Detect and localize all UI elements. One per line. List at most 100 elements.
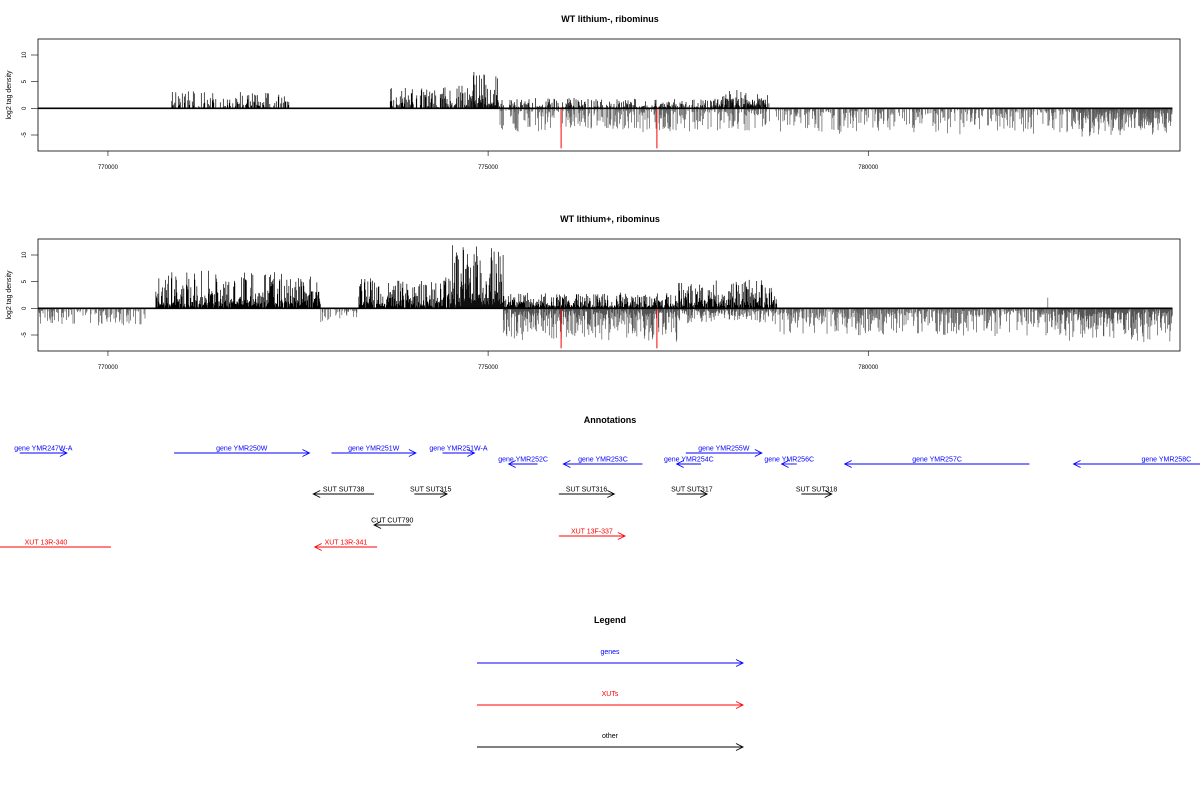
annotation-feature: SUT SUT318 bbox=[796, 487, 838, 498]
annotations-title: Annotations bbox=[584, 415, 637, 425]
feature-label: SUT SUT315 bbox=[410, 487, 452, 494]
feature-label: XUT 13F-337 bbox=[571, 529, 613, 536]
feature-label: gene YMR250W bbox=[216, 446, 268, 453]
y-axis-ticks: 10 5 0 -5 bbox=[22, 251, 38, 338]
x-tick-label: 780000 bbox=[858, 365, 879, 371]
arrow-head bbox=[439, 490, 449, 498]
annotation-feature: gene YMR255W bbox=[685, 446, 763, 457]
coverage-panel-lithium-minus: WT lithium-, ribominus log2 tag density … bbox=[6, 14, 1181, 171]
annotation-feature: gene YMR252C bbox=[498, 457, 548, 468]
legend: Legend genes XUTs other bbox=[477, 615, 745, 751]
annotation-feature: CUT CUT790 bbox=[371, 518, 414, 529]
legend-label: genes bbox=[600, 649, 620, 656]
annotation-feature: XUT 13R-340 bbox=[0, 540, 111, 548]
arrow-head bbox=[735, 701, 745, 709]
feature-label: gene YMR251W-A bbox=[429, 446, 487, 453]
legend-entry: XUTs bbox=[477, 691, 745, 709]
coverage-bars bbox=[38, 71, 1173, 149]
coverage-bars bbox=[37, 245, 1173, 349]
legend-entry: other bbox=[477, 733, 745, 751]
y-tick-label: 0 bbox=[22, 106, 28, 110]
annotation-feature: XUT 13R-341 bbox=[313, 540, 378, 551]
annotation-feature: gene YMR253C bbox=[562, 457, 643, 468]
x-tick-label: 770000 bbox=[98, 165, 119, 171]
feature-label: gene YMR256C bbox=[764, 457, 814, 464]
y-tick-label: -5 bbox=[22, 132, 28, 138]
y-tick-label: 5 bbox=[22, 79, 28, 83]
arrow-head bbox=[59, 449, 68, 457]
arrow-head bbox=[735, 659, 745, 667]
panel-title: WT lithium+, ribominus bbox=[560, 214, 660, 224]
x-tick-label: 775000 bbox=[478, 165, 499, 171]
annotation-feature: gene YMR251W bbox=[331, 446, 417, 457]
annotation-feature: XUT 13F-337 bbox=[558, 529, 626, 540]
arrow-head bbox=[843, 460, 852, 468]
feature-label: gene YMR258C bbox=[1141, 457, 1191, 464]
arrow-head bbox=[313, 543, 322, 551]
feature-label: gene YMR253C bbox=[578, 457, 628, 464]
y-tick-label: -5 bbox=[22, 332, 28, 338]
arrow-head bbox=[373, 521, 382, 529]
x-tick-label: 780000 bbox=[858, 165, 879, 171]
feature-label: CUT CUT790 bbox=[371, 518, 413, 525]
feature-label: XUT 13R-341 bbox=[325, 540, 368, 547]
arrow-head bbox=[607, 490, 616, 498]
y-axis-label: log2 tag density bbox=[6, 270, 13, 320]
arrow-head bbox=[302, 449, 311, 457]
y-axis-label: log2 tag density bbox=[6, 70, 13, 120]
arrow-head bbox=[675, 460, 684, 468]
arrow-head bbox=[507, 460, 516, 468]
plot-frame bbox=[37, 38, 1181, 152]
legend-entries: genes XUTs other bbox=[477, 649, 745, 751]
feature-label: SUT SUT318 bbox=[796, 487, 838, 494]
arrow-head bbox=[617, 532, 626, 540]
feature-label: gene YMR254C bbox=[664, 457, 714, 464]
arrow-head bbox=[312, 490, 321, 498]
y-tick-label: 10 bbox=[22, 251, 28, 258]
annotation-feature: gene YMR258C bbox=[1072, 457, 1200, 468]
annotation-feature: gene YMR254C bbox=[664, 457, 714, 468]
arrow-head bbox=[824, 490, 833, 498]
feature-label: gene YMR251W bbox=[348, 446, 400, 453]
legend-label: XUTs bbox=[602, 691, 619, 698]
legend-entry: genes bbox=[477, 649, 745, 667]
feature-label: gene YMR252C bbox=[498, 457, 548, 464]
x-tick-label: 770000 bbox=[98, 365, 119, 371]
feature-label: gene YMR257C bbox=[912, 457, 962, 464]
arrow-head bbox=[699, 490, 709, 498]
x-tick-label: 775000 bbox=[478, 365, 499, 371]
annotation-feature: gene YMR250W bbox=[174, 446, 311, 457]
annotation-track: Annotations gene YMR247W-A gene YMR250W ge… bbox=[0, 415, 1200, 551]
arrow-head bbox=[780, 460, 789, 468]
y-tick-label: 10 bbox=[22, 51, 28, 58]
annotation-feature: gene YMR247W-A bbox=[14, 446, 73, 457]
panel-title: WT lithium-, ribominus bbox=[561, 14, 659, 24]
annotation-feature: gene YMR251W-A bbox=[429, 446, 488, 457]
x-axis-ticks: 770000 775000 780000 bbox=[98, 151, 879, 171]
annotation-feature: gene YMR257C bbox=[843, 457, 1030, 468]
annotation-feature: gene YMR256C bbox=[764, 457, 814, 468]
annotation-feature: SUT SUT738 bbox=[312, 487, 375, 498]
feature-label: gene YMR247W-A bbox=[14, 446, 72, 453]
annotation-features: gene YMR247W-A gene YMR250W gene YMR251W ge… bbox=[0, 446, 1200, 551]
coverage-panel-lithium-plus: WT lithium+, ribominus log2 tag density … bbox=[6, 214, 1181, 371]
x-axis-ticks: 770000 775000 780000 bbox=[98, 351, 879, 371]
arrow-head bbox=[408, 449, 417, 457]
arrow-head bbox=[735, 743, 745, 751]
feature-label: SUT SUT317 bbox=[671, 487, 713, 494]
feature-label: SUT SUT316 bbox=[566, 487, 608, 494]
feature-label: SUT SUT738 bbox=[323, 487, 365, 494]
legend-title: Legend bbox=[594, 615, 626, 625]
arrow-head bbox=[467, 449, 476, 457]
y-tick-label: 5 bbox=[22, 279, 28, 283]
y-tick-label: 0 bbox=[22, 306, 28, 310]
legend-label: other bbox=[602, 733, 619, 740]
feature-label: XUT 13R-340 bbox=[25, 540, 68, 547]
annotation-feature: SUT SUT315 bbox=[410, 487, 452, 498]
plot-frame bbox=[37, 238, 1181, 352]
arrow-head bbox=[562, 460, 571, 468]
arrow-head bbox=[754, 449, 763, 457]
arrow-head bbox=[1072, 460, 1081, 468]
